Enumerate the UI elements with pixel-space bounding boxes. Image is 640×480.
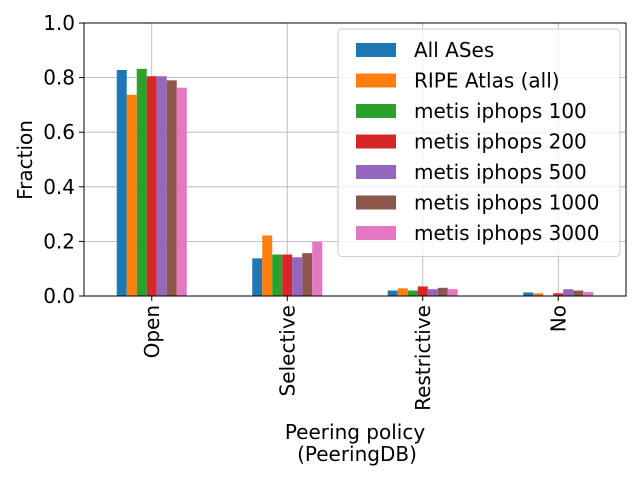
y-axis-label: Fraction <box>13 120 37 200</box>
x-tick-label-restrictive: Restrictive <box>411 305 435 411</box>
bar-2-4 <box>427 289 438 296</box>
bar-2-1 <box>397 288 408 296</box>
bar-0-1 <box>126 94 137 296</box>
bar-3-0 <box>523 292 534 296</box>
bar-1-6 <box>312 241 323 296</box>
legend-swatch <box>356 165 396 179</box>
bar-3-1 <box>533 293 544 296</box>
legend-label: metis iphops 1000 <box>414 191 600 215</box>
y-tick-label: 1.0 <box>43 11 75 35</box>
bar-2-2 <box>407 290 418 296</box>
plot-frame <box>83 22 627 297</box>
bar-1-4 <box>292 257 303 296</box>
legend-swatch <box>356 195 396 210</box>
legend-label: metis iphops 200 <box>414 130 587 154</box>
bar-2-6 <box>447 289 458 296</box>
bar-0-6 <box>176 87 187 297</box>
bar-3-3 <box>553 293 564 296</box>
bar-2-3 <box>417 286 428 296</box>
legend-swatch <box>356 73 396 88</box>
bar-0-5 <box>166 80 177 296</box>
y-axis-ticks: 0.0 0.2 0.4 0.6 0.8 1.0 <box>43 11 84 308</box>
bar-1-0 <box>252 258 263 296</box>
bar-0-3 <box>146 76 157 296</box>
y-tick-label: 0.4 <box>43 175 75 199</box>
bars <box>116 68 594 297</box>
bar-0-0 <box>116 69 127 297</box>
bar-0-2 <box>136 68 147 296</box>
x-axis-label-line1: Peering policy <box>285 420 426 444</box>
legend-swatch <box>356 104 396 118</box>
x-axis-label-line2: (PeeringDB) <box>297 442 417 466</box>
bar-3-5 <box>573 290 584 296</box>
legend-label: metis iphops 3000 <box>414 221 600 245</box>
x-tick-label-selective: Selective <box>275 305 299 396</box>
x-tick-label-open: Open <box>140 305 164 358</box>
bar-1-5 <box>302 253 313 296</box>
legend-swatch <box>356 226 396 240</box>
legend-label: RIPE Atlas (all) <box>414 69 560 93</box>
bar-3-6 <box>583 291 594 296</box>
y-tick-label: 0.0 <box>43 284 75 308</box>
legend: All ASes RIPE Atlas (all) metis iphops 100… <box>337 28 621 257</box>
bar-2-5 <box>437 287 448 296</box>
bar-1-2 <box>272 254 283 296</box>
y-tick-label: 0.8 <box>43 66 75 90</box>
legend-label: All ASes <box>414 38 494 62</box>
bar-3-4 <box>563 289 574 296</box>
y-tick-label: 0.2 <box>43 229 75 253</box>
y-tick-label: 0.6 <box>43 120 75 144</box>
x-tick-label-no: No <box>546 305 570 332</box>
bar-1-3 <box>282 254 293 296</box>
bar-2-0 <box>387 290 398 296</box>
legend-box <box>337 28 621 257</box>
legend-label: metis iphops 500 <box>414 160 587 184</box>
bar-0-4 <box>156 76 167 296</box>
x-axis-ticks: Open Selective Restrictive No <box>140 296 570 411</box>
legend-swatch <box>356 43 396 57</box>
legend-label: metis iphops 100 <box>414 99 587 123</box>
bar-1-1 <box>262 235 273 296</box>
legend-swatch <box>356 134 396 149</box>
